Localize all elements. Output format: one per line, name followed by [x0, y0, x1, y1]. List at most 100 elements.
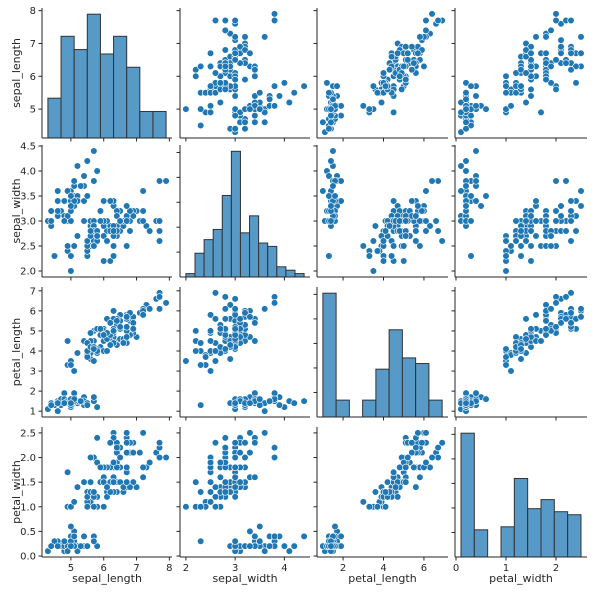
scatter-point: [472, 147, 480, 155]
histogram-bar: [239, 232, 251, 278]
scatter-point: [206, 82, 215, 90]
scatter-point: [231, 49, 239, 57]
scatter-point: [542, 59, 550, 67]
histogram-bar: [139, 110, 154, 139]
scatter-point: [577, 49, 585, 57]
scatter-point: [557, 20, 565, 28]
scatter-point: [93, 403, 101, 411]
scatter-point: [109, 458, 118, 467]
scatter-point: [527, 49, 535, 57]
scatter-point: [408, 197, 416, 205]
scatter-point: [64, 187, 72, 195]
scatter-point: [83, 353, 91, 361]
scatter-point: [83, 192, 91, 200]
y-tick-label: 4: [30, 346, 36, 357]
scatter-point: [197, 503, 205, 511]
y-tick-label: 3.0: [20, 217, 36, 228]
scatter-point: [155, 453, 164, 462]
scatter-point: [502, 267, 510, 275]
histogram-bar: [267, 245, 278, 278]
scatter-point: [547, 79, 555, 87]
scatter-point: [477, 202, 485, 210]
scatter-point: [502, 89, 510, 97]
scatter-point: [236, 59, 244, 67]
scatter-point: [155, 217, 164, 225]
scatter-point: [472, 177, 480, 185]
scatter-point: [129, 319, 137, 327]
scatter-point: [270, 389, 279, 397]
scatter-point: [567, 309, 575, 317]
scatter-point: [438, 237, 446, 245]
scatter-point: [412, 483, 420, 491]
histogram-bar: [230, 150, 241, 278]
scatter-point: [462, 95, 470, 103]
scatter-point: [567, 217, 575, 225]
scatter-point: [517, 66, 525, 74]
scatter-point: [552, 56, 560, 64]
scatter-point: [221, 434, 229, 442]
scatter-point: [552, 207, 560, 215]
scatter-point: [412, 444, 420, 452]
scatter-point: [502, 353, 510, 361]
scatter-point: [206, 102, 215, 110]
scatter-point: [197, 537, 205, 545]
scatter-point: [83, 237, 91, 245]
histogram-bar: [500, 526, 515, 558]
scatter-point: [359, 102, 367, 110]
scatter-point: [552, 299, 560, 307]
scatter-point: [146, 227, 154, 235]
scatter-point: [502, 72, 510, 80]
histogram-bar: [212, 228, 223, 278]
scatter-point: [221, 16, 229, 25]
scatter-point: [522, 237, 530, 245]
scatter-point: [206, 367, 215, 375]
scatter-point: [552, 10, 560, 18]
panel-sepal_width-vs-sepal_length: 2.0 2.5 3.0 3.5 4.0 4.5: [20, 142, 172, 281]
scatter-point: [557, 202, 565, 210]
scatter-point: [123, 333, 131, 341]
scatter-point: [404, 49, 412, 57]
scatter-point: [256, 89, 264, 97]
scatter-point: [182, 503, 190, 511]
scatter-point: [327, 118, 335, 126]
scatter-point: [527, 72, 535, 80]
histogram-bar: [60, 35, 75, 139]
scatter-point: [562, 227, 570, 235]
scatter-point: [467, 252, 475, 260]
scatter-point: [457, 128, 465, 136]
scatter-point: [385, 222, 394, 230]
scatter-point: [270, 293, 279, 301]
scatter-point: [96, 463, 105, 471]
scatter-point: [192, 327, 200, 335]
y-axis-label: petal_length: [10, 318, 23, 386]
scatter-point: [547, 305, 555, 313]
scatter-point: [155, 439, 164, 447]
scatter-point: [381, 82, 390, 90]
scatter-point: [527, 92, 535, 100]
x-tick-label: 8: [166, 563, 172, 574]
scatter-point: [261, 429, 269, 437]
scatter-point: [396, 72, 404, 80]
scatter-point: [251, 337, 259, 345]
scatter-point: [206, 498, 215, 506]
panel-sepal_length-vs-petal_width: [451, 8, 587, 142]
scatter-point: [109, 478, 118, 486]
scatter-point: [422, 187, 430, 195]
scatter-point: [73, 162, 82, 170]
scatter-point: [408, 43, 416, 51]
scatter-point: [434, 453, 442, 462]
scatter-point: [390, 468, 398, 476]
scatter-point: [96, 325, 105, 333]
scatter-point: [54, 187, 62, 195]
scatter-point: [517, 82, 525, 90]
scatter-point: [422, 26, 430, 34]
scatter-point: [47, 217, 55, 225]
scatter-point: [567, 237, 575, 245]
scatter-point: [246, 313, 254, 321]
scatter-point: [256, 395, 264, 403]
scatter-point: [577, 313, 585, 321]
scatter-point: [231, 92, 239, 100]
scatter-point: [197, 62, 205, 71]
scatter-point: [266, 542, 274, 550]
scatter-point: [256, 522, 264, 531]
